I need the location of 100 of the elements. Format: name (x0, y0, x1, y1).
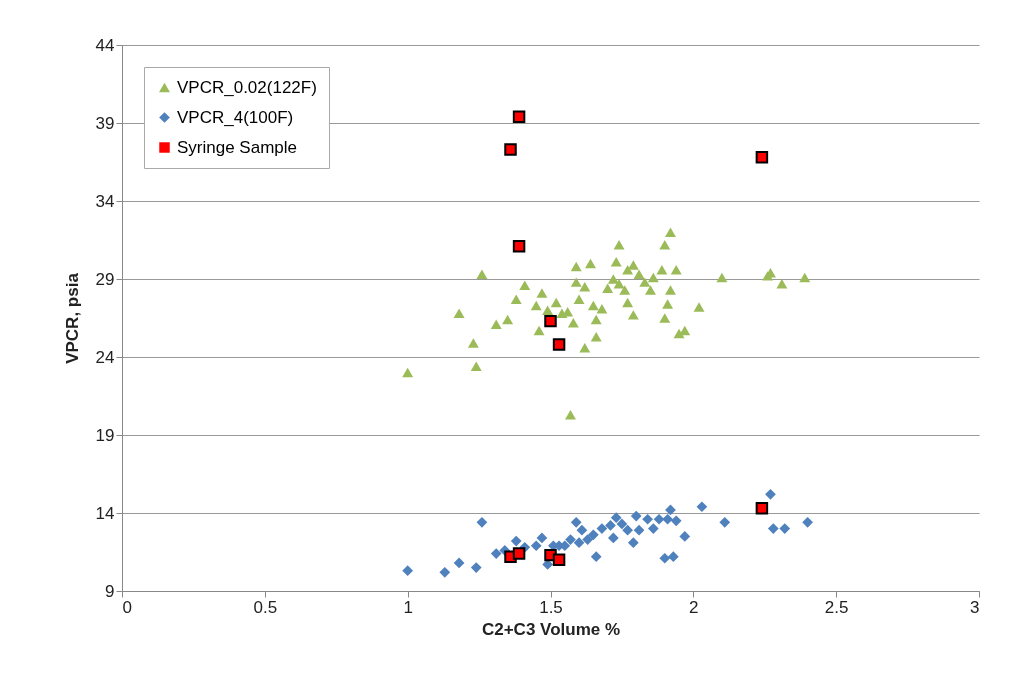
point (536, 288, 548, 298)
point (552, 338, 566, 351)
point (605, 520, 616, 531)
point (565, 409, 576, 420)
y-tick-label: 34 (95, 191, 115, 211)
point (613, 239, 625, 250)
point (512, 547, 526, 560)
point (667, 551, 679, 563)
y-tick-label: 24 (95, 347, 115, 367)
point (587, 300, 599, 311)
point (642, 513, 653, 525)
point (510, 535, 522, 547)
point (476, 517, 488, 528)
x-tick-label: 0.5 (253, 597, 278, 617)
point (755, 502, 769, 515)
point (670, 515, 682, 527)
y-tick-label: 14 (95, 503, 115, 523)
point (607, 532, 619, 544)
point (504, 143, 517, 156)
point (439, 566, 451, 578)
x-tick-label: 1 (403, 597, 413, 617)
point (799, 272, 811, 283)
point (645, 285, 656, 295)
point (653, 513, 665, 525)
y-axis-title: VPCR, psia (62, 272, 82, 364)
point (587, 529, 599, 541)
point (665, 227, 676, 237)
y-tick-label: 19 (95, 425, 115, 445)
point (519, 280, 531, 290)
point (470, 562, 482, 573)
point (619, 285, 631, 295)
point (679, 531, 691, 542)
point (719, 517, 731, 528)
point (656, 264, 668, 275)
point (542, 305, 554, 315)
point (530, 540, 542, 552)
point (633, 269, 645, 280)
point (533, 325, 545, 336)
point (402, 565, 414, 577)
point (552, 553, 566, 567)
point (610, 257, 622, 267)
point (590, 314, 602, 325)
point (570, 277, 582, 287)
y-tick-label: 29 (95, 269, 115, 289)
point (779, 523, 791, 534)
point (755, 151, 769, 164)
point (470, 361, 482, 372)
x-tick-label: 2.5 (824, 597, 849, 617)
x-axis-title: C2+C3 Volume % (481, 619, 621, 639)
legend-label: VPCR_4(100F) (177, 107, 294, 127)
point (579, 282, 591, 292)
point (402, 367, 414, 378)
x-tick-label: 1.5 (539, 597, 563, 617)
point (765, 488, 776, 500)
point (602, 283, 614, 294)
point (662, 299, 674, 309)
y-tick-label: 39 (95, 113, 115, 133)
point (647, 272, 659, 283)
point (585, 258, 596, 269)
point (607, 274, 619, 284)
point (639, 277, 651, 287)
point (622, 524, 633, 536)
point (716, 272, 728, 283)
point (550, 297, 562, 308)
point (633, 524, 645, 536)
point (576, 524, 588, 536)
point (590, 551, 602, 563)
point (573, 294, 585, 305)
point (573, 537, 585, 548)
point (659, 552, 671, 564)
legend-label: Syringe Sample (177, 137, 298, 157)
point (630, 510, 642, 522)
point (570, 517, 582, 528)
point (565, 534, 576, 545)
y-tick-label: 44 (95, 35, 115, 55)
point (596, 523, 608, 534)
point (476, 269, 488, 280)
point (627, 310, 639, 320)
point (536, 532, 548, 544)
x-tick-label: 2 (689, 597, 699, 617)
point (659, 239, 671, 250)
point (530, 300, 542, 311)
point (502, 314, 514, 325)
point (582, 534, 593, 545)
point (596, 303, 608, 314)
point (616, 518, 628, 530)
point (776, 278, 788, 289)
point (579, 342, 591, 353)
legend-label: VPCR_0.02(122F) (177, 77, 317, 97)
point (767, 523, 779, 534)
y-tick-label: 9 (105, 581, 115, 601)
point (622, 297, 634, 308)
point (490, 319, 502, 329)
point (665, 504, 676, 516)
point (659, 313, 671, 323)
point (665, 285, 676, 295)
point (510, 294, 522, 305)
point (512, 240, 526, 253)
point (670, 264, 682, 275)
point (647, 523, 659, 534)
